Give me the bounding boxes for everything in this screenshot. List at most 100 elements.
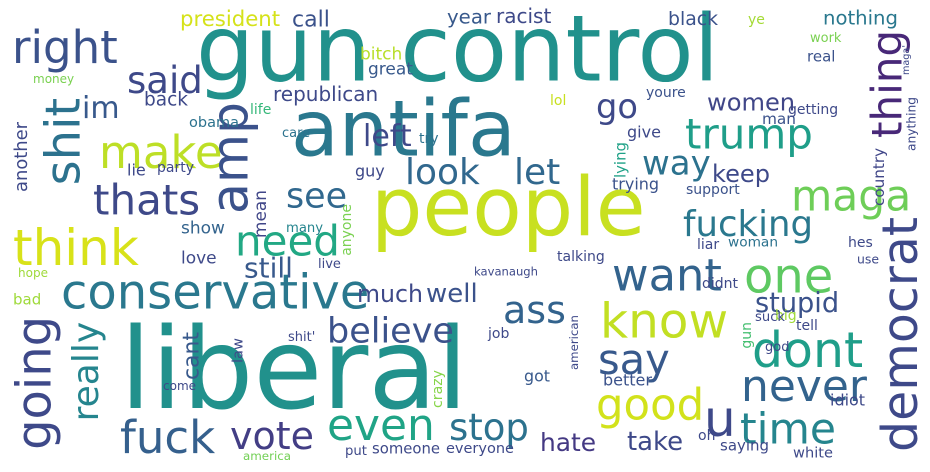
cloud-word: tell (796, 316, 818, 334)
cloud-word: go (596, 86, 638, 127)
cloud-word: put (345, 442, 368, 459)
cloud-word: hes (848, 233, 873, 251)
cloud-word: call (292, 6, 330, 32)
cloud-word: ye (748, 10, 765, 28)
cloud-word: year (447, 5, 492, 29)
cloud-word: want (612, 248, 722, 302)
cloud-word: talking (557, 247, 605, 265)
cloud-word: think (13, 218, 139, 277)
cloud-word: life (250, 100, 272, 118)
cloud-word: law (228, 338, 246, 363)
cloud-word: white (793, 443, 833, 461)
cloud-word: stupid (755, 286, 840, 319)
cloud-word: black (668, 7, 719, 30)
cloud-word: guy (355, 161, 385, 181)
cloud-word: care (282, 124, 311, 141)
cloud-word: great (368, 58, 413, 79)
cloud-word: big (775, 306, 797, 324)
cloud-word: job (488, 324, 510, 342)
cloud-word: money (33, 71, 75, 86)
cloud-word: lol (550, 91, 567, 109)
cloud-word: time (740, 404, 836, 454)
cloud-word: obama (189, 113, 239, 131)
cloud-word: liberal (120, 303, 469, 435)
cloud-word: kavanaugh (474, 264, 538, 279)
cloud-word: going (5, 315, 62, 450)
cloud-word: god (765, 338, 790, 355)
cloud-word: idiot (830, 390, 866, 410)
cloud-word: make (99, 125, 223, 179)
cloud-word: shit (34, 97, 91, 186)
cloud-word: even (327, 399, 435, 451)
cloud-word: people (371, 159, 646, 255)
cloud-word: bad (13, 290, 42, 309)
cloud-word: antifa (291, 82, 516, 175)
cloud-word: anything (903, 96, 919, 151)
cloud-word: lie (127, 160, 146, 180)
cloud-word: look (405, 150, 480, 193)
cloud-word: hate (540, 427, 597, 457)
cloud-word: ass (503, 287, 566, 333)
cloud-word: better (603, 370, 652, 390)
cloud-word: back (144, 88, 188, 110)
cloud-word: got (524, 366, 550, 386)
cloud-word: let (514, 150, 561, 193)
cloud-word: saying (720, 436, 770, 455)
cloud-word: another (10, 121, 32, 192)
cloud-word: never (741, 360, 867, 412)
cloud-word: believe (327, 309, 454, 351)
cloud-word: many (286, 219, 324, 236)
cloud-word: know (600, 292, 729, 350)
cloud-word: say (598, 335, 670, 384)
cloud-word: love (181, 247, 217, 268)
cloud-word: maga (791, 171, 912, 221)
cloud-word: try (419, 129, 439, 147)
cloud-word: women (707, 87, 796, 117)
cloud-word: support (686, 180, 740, 198)
cloud-word: president (180, 6, 281, 31)
cloud-word: gun (737, 321, 755, 349)
cloud-word: liar (697, 235, 720, 253)
cloud-word: good (596, 379, 705, 430)
cloud-word: gun control (196, 0, 720, 103)
cloud-word: mean (250, 190, 271, 238)
cloud-word: vote (230, 413, 315, 459)
cloud-word: america (243, 448, 292, 463)
cloud-word: democrat (871, 216, 929, 452)
cloud-word: real (807, 47, 836, 66)
cloud-word: nothing (823, 6, 898, 30)
cloud-word: oh (698, 426, 716, 444)
cloud-word: still (244, 251, 293, 285)
cloud-word: everyone (446, 439, 514, 457)
cloud-word: live (318, 255, 341, 272)
cloud-word: woman (728, 233, 779, 250)
cloud-word: racist (496, 4, 552, 28)
cloud-word: trying (612, 174, 660, 194)
cloud-word: fucking (683, 202, 814, 245)
cloud-word: left (363, 118, 412, 154)
cloud-word: work (810, 29, 842, 46)
cloud-word: man (762, 109, 797, 128)
cloud-word: youre (646, 83, 686, 101)
cloud-word: im (82, 90, 120, 126)
cloud-word: party (157, 158, 194, 176)
cloud-word: shit' (288, 328, 316, 345)
cloud-word: take (627, 425, 684, 456)
cloud-word: really (64, 321, 107, 422)
cloud-word: country (869, 147, 888, 206)
cloud-word: suck (755, 308, 786, 325)
cloud-word: someone (372, 439, 441, 458)
cloud-word: thats (93, 175, 201, 225)
cloud-word: trump (685, 109, 813, 159)
cloud-word: crazy (428, 369, 446, 408)
cloud-word: much (357, 279, 424, 308)
cloud-word: stop (449, 405, 529, 449)
cloud-word: show (181, 217, 225, 238)
cloud-word: fuck (120, 410, 216, 464)
cloud-word: anyone (337, 204, 355, 256)
cloud-word: said (127, 58, 203, 102)
cloud-word: lying (611, 142, 630, 178)
cloud-word: bitch (360, 43, 403, 64)
cloud-word: conservative (61, 263, 370, 320)
